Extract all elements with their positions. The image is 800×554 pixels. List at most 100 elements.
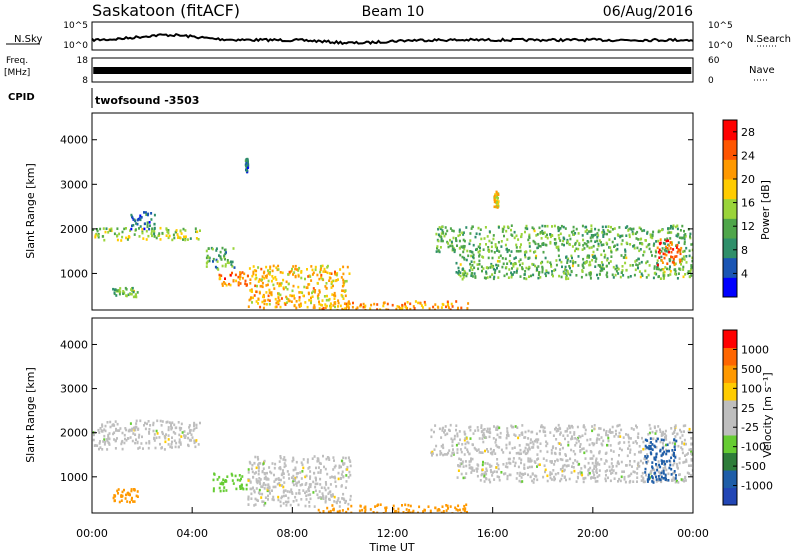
velocity-feature-cell	[423, 508, 426, 512]
power-feature-cell	[656, 265, 659, 269]
velocity-feature-cell	[313, 472, 316, 475]
velocity-feature-cell	[153, 437, 156, 440]
velocity-feature-cell	[479, 479, 482, 482]
power-feature-cell	[567, 272, 570, 275]
power-feature-cell	[597, 244, 600, 248]
power-feature-cell	[229, 283, 232, 287]
velocity-feature-cell	[147, 446, 150, 450]
velocity-feature-cell	[335, 485, 338, 488]
power-feature-cell	[414, 300, 417, 303]
power-feature-cell	[268, 288, 271, 292]
velocity-feature-cell	[519, 448, 522, 452]
velocity-feature-cell	[584, 428, 587, 432]
velocity-feature-cell	[685, 442, 687, 446]
power-feature-cell	[601, 267, 604, 270]
power-feature-cell	[469, 239, 472, 242]
power-feature-cell	[450, 302, 453, 306]
power-feature-cell	[609, 230, 612, 233]
power-feature-cell	[585, 225, 588, 229]
velocity-feature-cell	[108, 442, 111, 445]
power-colorbar-step-6	[723, 159, 737, 180]
velocity-feature-cell	[664, 462, 667, 466]
velocity-feature-cell	[480, 430, 483, 434]
power-feature-cell	[670, 250, 673, 254]
power-feature-cell	[336, 308, 339, 310]
power-feature-cell	[665, 249, 668, 253]
power-feature-cell	[119, 287, 122, 290]
power-feature-cell	[472, 253, 475, 257]
velocity-feature-cell	[261, 492, 264, 496]
velocity-feature-cell	[662, 472, 665, 475]
power-feature-cell	[337, 301, 340, 305]
power-feature-cell	[331, 293, 334, 296]
velocity-feature-cell	[144, 421, 146, 425]
freq-panel: Freq. [MHz] 18 8 60 0 Nave	[4, 56, 775, 86]
velocity-feature-cell	[99, 440, 101, 443]
power-feature-cell	[601, 269, 604, 272]
velocity-feature-cell	[677, 481, 680, 484]
power-feature-cell	[277, 295, 280, 298]
power-feature-arc-upper	[435, 224, 693, 254]
power-feature-cell	[362, 302, 365, 306]
power-feature-cell	[466, 272, 469, 276]
power-feature-cell	[196, 230, 199, 234]
power-feature-cell	[219, 255, 222, 258]
velocity-feature-cell	[308, 466, 311, 469]
power-feature-cell	[546, 233, 548, 237]
velocity-feature-cell	[526, 451, 529, 455]
power-ytick-label-4000: 4000	[60, 134, 88, 147]
velocity-feature-cell	[308, 486, 310, 489]
power-feature-cell	[597, 228, 600, 232]
velocity-feature-cell	[442, 453, 445, 457]
velocity-feature-cell	[655, 439, 658, 443]
velocity-feature-cell	[137, 428, 140, 431]
velocity-feature-cell	[618, 423, 621, 427]
velocity-feature-cell	[278, 478, 281, 482]
velocity-feature-cell	[442, 426, 445, 430]
velocity-feature-cell	[620, 475, 623, 479]
velocity-feature-cell	[657, 460, 660, 463]
power-feature-cell	[462, 231, 465, 234]
power-feature-cell	[634, 268, 637, 272]
velocity-feature-cell	[245, 483, 248, 487]
power-feature-cell	[138, 235, 141, 238]
velocity-feature-cell	[231, 474, 234, 477]
velocity-feature-cell	[493, 425, 495, 428]
power-feature-cell	[541, 270, 544, 274]
power-feature-cell	[129, 229, 132, 232]
power-feature-cell	[681, 259, 683, 263]
power-feature-cell	[590, 239, 593, 243]
power-feature-cell	[517, 238, 520, 241]
velocity-feature-cell	[671, 478, 674, 482]
power-feature-late-strong	[656, 238, 683, 267]
power-feature-cell	[492, 234, 495, 237]
velocity-feature-cell	[195, 423, 198, 427]
time-tick-label-5: 20:00	[577, 527, 609, 540]
power-feature-cell	[132, 290, 135, 294]
time-tick-label-4: 16:00	[477, 527, 509, 540]
power-feature-cell	[465, 258, 468, 262]
velocity-feature-cell	[304, 475, 307, 479]
velocity-feature-cell	[661, 452, 664, 455]
power-feature-cell	[273, 287, 276, 290]
velocity-feature-cell	[663, 432, 666, 436]
velocity-feature-cell	[258, 492, 261, 496]
power-feature-cell	[585, 243, 588, 246]
power-feature-cell	[490, 249, 493, 253]
power-feature-cell	[334, 270, 336, 274]
velocity-feature-cell	[247, 497, 250, 501]
velocity-feature-cell	[554, 447, 557, 450]
power-feature-cell	[636, 230, 639, 234]
velocity-feature-cell	[539, 449, 542, 453]
velocity-feature-cell	[565, 464, 568, 468]
power-feature-cell	[471, 225, 474, 228]
power-feature-cell	[95, 232, 98, 236]
power-feature-cell	[446, 300, 449, 304]
velocity-feature-cell	[610, 457, 613, 461]
freq-right-tick-bottom: 0	[708, 76, 714, 86]
velocity-feature-cell	[255, 487, 258, 490]
power-feature-cell	[101, 235, 104, 238]
velocity-feature-cell	[284, 464, 287, 467]
power-feature-cell	[493, 205, 496, 209]
power-feature-cell	[131, 286, 134, 290]
